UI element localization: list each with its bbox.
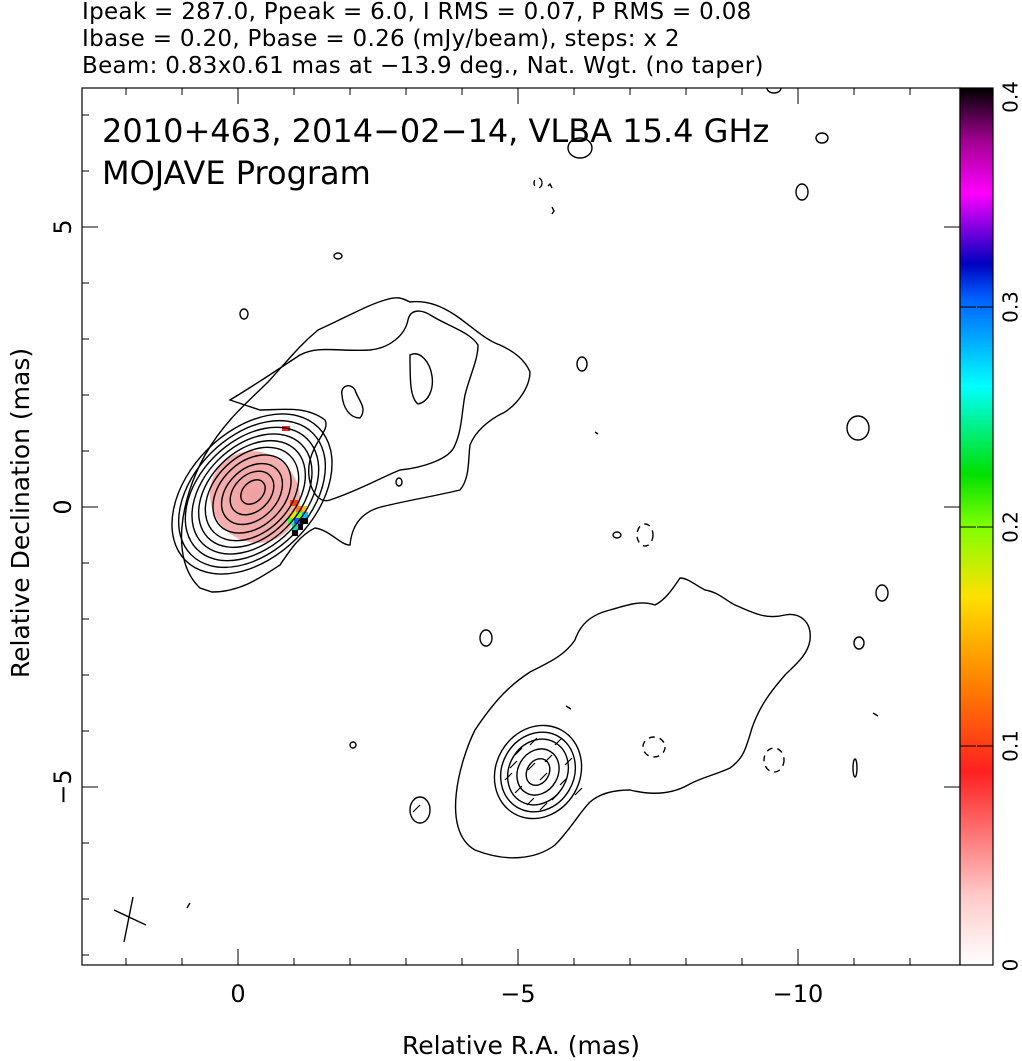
x-tick-label: −5	[500, 980, 535, 1008]
y-tick-label: −5	[49, 769, 77, 804]
colorbar-tick-label: 0.4	[999, 81, 1022, 113]
colorbar-tick-label: 0.3	[999, 291, 1022, 323]
axis-ticks	[82, 88, 960, 965]
y-tick-label: 5	[49, 219, 77, 234]
y-tick-label: 0	[49, 499, 77, 514]
south-component-contour	[454, 577, 811, 859]
colorbar-tick-label: 0	[999, 959, 1022, 972]
map-subtitle: MOJAVE Program	[102, 154, 371, 192]
plot-frame	[81, 87, 961, 966]
beam-indicator	[113, 896, 147, 943]
colorbar-tick-label: 0.2	[999, 511, 1022, 543]
core-polarization-fill	[209, 451, 301, 543]
polarization-vectors	[412, 737, 583, 813]
header-peak-rms: Ipeak = 287.0, Ppeak = 6.0, I RMS = 0.07…	[82, 0, 752, 25]
x-axis-label: Relative R.A. (mas)	[402, 1031, 640, 1060]
y-axis-label: Relative Declination (mas)	[6, 348, 35, 678]
jet-outer-contour	[180, 297, 531, 593]
map-title: 2010+463, 2014−02−14, VLBA 15.4 GHz	[102, 112, 769, 150]
negative-contours	[533, 177, 785, 773]
x-tick-label: −10	[773, 980, 824, 1008]
x-tick-label: 0	[230, 980, 245, 1008]
header-base-levels: Ibase = 0.20, Pbase = 0.26 (mJy/beam), s…	[82, 26, 680, 52]
colorbar-ticks	[960, 87, 993, 966]
header-beam-info: Beam: 0.83x0.61 mas at −13.9 deg., Nat. …	[82, 53, 764, 79]
total-intensity-contours	[171, 88, 889, 909]
colorbar-tick-label: 0.1	[999, 730, 1022, 762]
map-area	[113, 88, 889, 943]
